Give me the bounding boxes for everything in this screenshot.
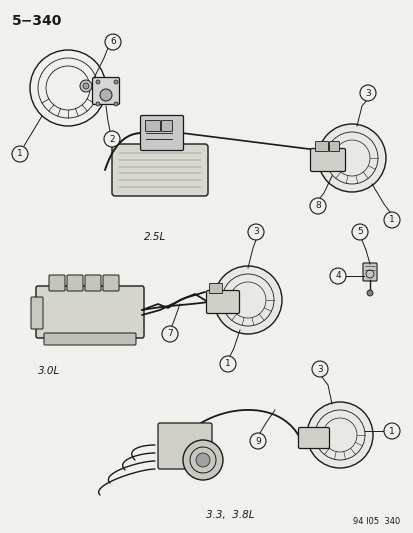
FancyBboxPatch shape <box>329 141 339 151</box>
Text: 8: 8 <box>314 201 320 211</box>
Circle shape <box>12 146 28 162</box>
FancyBboxPatch shape <box>44 333 136 345</box>
Circle shape <box>80 80 92 92</box>
FancyBboxPatch shape <box>31 297 43 329</box>
FancyBboxPatch shape <box>158 423 211 469</box>
Circle shape <box>161 326 178 342</box>
Text: 94 I05  340: 94 I05 340 <box>352 517 399 526</box>
Circle shape <box>329 268 345 284</box>
Circle shape <box>383 212 399 228</box>
Text: 3: 3 <box>364 88 370 98</box>
Circle shape <box>247 224 263 240</box>
Circle shape <box>96 80 100 84</box>
FancyBboxPatch shape <box>85 275 101 291</box>
Text: 1: 1 <box>17 149 23 158</box>
Circle shape <box>351 224 367 240</box>
Text: 7: 7 <box>167 329 173 338</box>
Text: 6: 6 <box>110 37 116 46</box>
FancyBboxPatch shape <box>112 144 207 196</box>
Circle shape <box>311 361 327 377</box>
Text: 3: 3 <box>252 228 258 237</box>
Circle shape <box>317 124 385 192</box>
Circle shape <box>100 89 112 101</box>
FancyBboxPatch shape <box>315 141 328 151</box>
FancyBboxPatch shape <box>310 149 345 172</box>
Circle shape <box>219 356 235 372</box>
Text: 1: 1 <box>388 426 394 435</box>
Circle shape <box>83 83 89 89</box>
Text: 1: 1 <box>225 359 230 368</box>
Text: 5−340: 5−340 <box>12 14 62 28</box>
FancyBboxPatch shape <box>140 116 183 150</box>
FancyBboxPatch shape <box>103 275 119 291</box>
Text: 3.3,  3.8L: 3.3, 3.8L <box>205 510 254 520</box>
Circle shape <box>105 34 121 50</box>
Circle shape <box>96 102 100 106</box>
Text: 9: 9 <box>254 437 260 446</box>
FancyBboxPatch shape <box>67 275 83 291</box>
Text: 2: 2 <box>109 134 114 143</box>
Circle shape <box>183 440 223 480</box>
Circle shape <box>114 80 118 84</box>
FancyBboxPatch shape <box>161 120 172 132</box>
Circle shape <box>366 290 372 296</box>
Circle shape <box>214 266 281 334</box>
Text: 3.0L: 3.0L <box>38 366 60 376</box>
FancyBboxPatch shape <box>49 275 65 291</box>
FancyBboxPatch shape <box>298 427 329 448</box>
Circle shape <box>195 453 209 467</box>
Circle shape <box>104 131 120 147</box>
Circle shape <box>359 85 375 101</box>
Text: 4: 4 <box>335 271 340 280</box>
FancyBboxPatch shape <box>36 286 144 338</box>
FancyBboxPatch shape <box>362 263 376 281</box>
Circle shape <box>114 102 118 106</box>
Circle shape <box>306 402 372 468</box>
Text: 2.5L: 2.5L <box>144 232 166 242</box>
Circle shape <box>309 198 325 214</box>
FancyBboxPatch shape <box>209 284 222 294</box>
Circle shape <box>249 433 266 449</box>
FancyBboxPatch shape <box>92 77 119 104</box>
Text: 5: 5 <box>356 228 362 237</box>
FancyBboxPatch shape <box>145 120 160 132</box>
Circle shape <box>383 423 399 439</box>
FancyBboxPatch shape <box>206 290 239 313</box>
Text: 3: 3 <box>316 365 322 374</box>
Text: 1: 1 <box>388 215 394 224</box>
